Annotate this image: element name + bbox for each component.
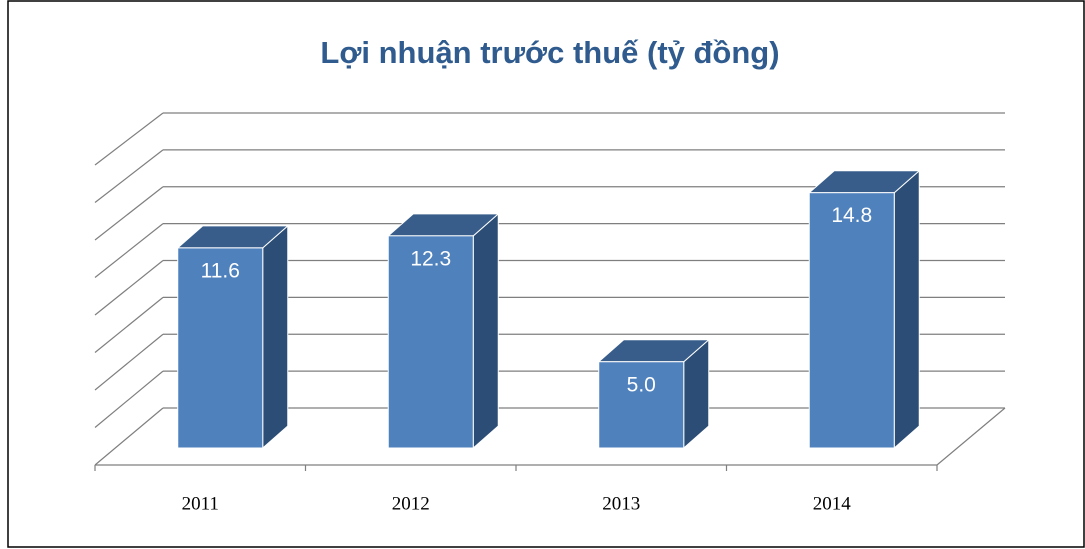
data-label: 5.0	[627, 373, 656, 396]
side-grid-line	[94, 223, 164, 278]
bar	[808, 192, 895, 449]
side-grid-line	[94, 333, 164, 391]
bar	[598, 361, 685, 449]
data-label: 12.3	[410, 247, 451, 270]
bar-side	[262, 224, 289, 450]
x-tick-label: 2012	[392, 493, 430, 514]
bar	[387, 235, 474, 449]
side-grid-line	[94, 407, 164, 466]
x-tick-label: 2011	[182, 493, 219, 514]
side-grid-line	[94, 112, 164, 166]
bar	[177, 247, 264, 449]
side-grid-line	[94, 260, 164, 316]
side-grid-line	[94, 186, 164, 241]
bar-side	[472, 212, 499, 450]
side-grid-line	[94, 370, 164, 428]
x-tick-label: 2014	[813, 493, 852, 514]
x-tick-label: 2013	[602, 493, 640, 514]
data-label: 11.6	[201, 259, 240, 282]
side-grid-line	[94, 149, 164, 203]
data-label: 14.8	[831, 204, 872, 227]
side-grid-line	[94, 296, 164, 353]
chart-title: Lợi nhuận trước thuế (tỷ đồng)	[320, 35, 779, 70]
bar-side	[893, 169, 920, 450]
